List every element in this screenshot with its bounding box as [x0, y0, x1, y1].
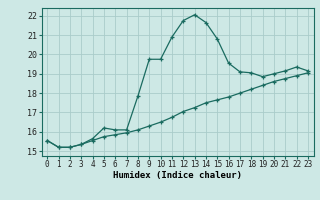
X-axis label: Humidex (Indice chaleur): Humidex (Indice chaleur)	[113, 171, 242, 180]
